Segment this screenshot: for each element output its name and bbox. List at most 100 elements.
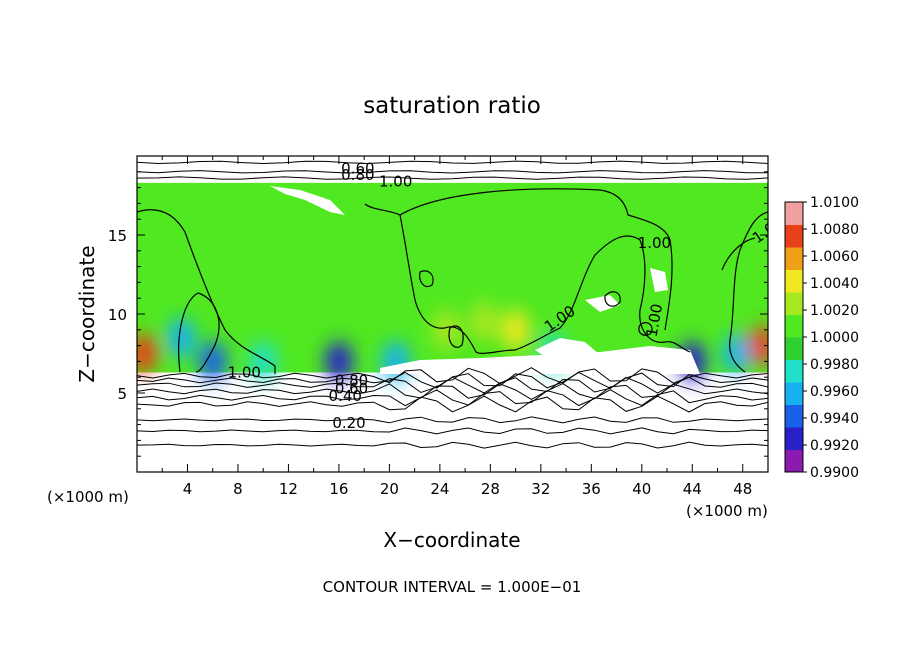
y-tick-label: 5 [117, 385, 127, 403]
colorbar-tick-label: 0.9980 [810, 357, 859, 373]
colorbar-segment [785, 337, 803, 360]
field-feature [324, 341, 353, 382]
contour-small [604, 291, 621, 307]
unsaturated-patches [270, 186, 700, 374]
y-axis-ticks: 5 10 15 [108, 171, 768, 457]
x-tick-label: 40 [632, 480, 651, 498]
contour-1.00-right [729, 211, 768, 373]
y-tick-label: 10 [108, 306, 127, 324]
x-unit-label-right: (×1000 m) [686, 502, 768, 520]
x-tick-label: 16 [329, 480, 348, 498]
colorbar-segment [785, 427, 803, 450]
plot-area: 0.600.80 1.001.001.001.00 1.001.000.800.60… [137, 156, 768, 472]
colorbar-segment [785, 449, 803, 473]
contour-small [638, 322, 653, 336]
contour-line-lower [137, 395, 768, 413]
field-feature [747, 325, 768, 366]
colorbar-tick-label: 0.9900 [810, 465, 859, 481]
contour-label: 0.40 [329, 387, 362, 405]
contour-line-lower [137, 427, 768, 435]
colorbar-tick-label: 0.9960 [810, 384, 859, 400]
colorbar-tick-label: 1.0000 [810, 330, 859, 346]
contour-1.00-inner [178, 292, 220, 373]
contour-interval-note: CONTOUR INTERVAL = 1.000E−01 [323, 578, 582, 596]
white-patch [585, 295, 620, 312]
colorbar-tick-label: 1.0080 [810, 222, 859, 238]
field-feature [249, 341, 278, 382]
x-tick-label: 28 [481, 480, 500, 498]
field-feature [722, 333, 751, 374]
contour-label: 1.00 [228, 363, 261, 381]
contour-lines [137, 188, 768, 374]
white-patch [650, 268, 668, 292]
contour-label: 0.20 [332, 414, 365, 432]
colorbar-segment [785, 247, 803, 270]
colorbar-segment [785, 382, 803, 405]
colorbar-tick-label: 1.0060 [810, 249, 859, 265]
contour-small [419, 270, 434, 288]
contour-line-lower [137, 376, 768, 394]
contour-label: 0.80 [335, 371, 368, 389]
colorbar-segment [785, 359, 803, 383]
x-tick-label: 24 [430, 480, 449, 498]
white-patch [380, 346, 700, 374]
field-feature [470, 301, 499, 342]
colorbar-tick-label: 1.0020 [810, 303, 859, 319]
contour-1.00-main [364, 203, 691, 354]
contour-line-lower [137, 383, 768, 400]
contour-label: 0.60 [341, 160, 374, 178]
contour-label: 0.80 [341, 166, 374, 184]
x-tick-label: 4 [183, 480, 193, 498]
x-tick-label: 48 [733, 480, 752, 498]
colorbar-tick-label: 0.9920 [810, 438, 859, 454]
upper-contour-lines [137, 160, 768, 180]
colorbar-segment [785, 224, 803, 248]
colorbar: 1.0100 1.0080 1.0060 1.0040 1.0020 1.0000 0.99… [784, 195, 859, 481]
field-feature [432, 309, 461, 350]
field-feature [501, 309, 530, 350]
contour-label: 1.00 [638, 234, 671, 252]
contour-small [448, 325, 464, 348]
contour-label: 1.00 [379, 172, 412, 190]
contour-1.00-top [399, 188, 673, 331]
field-feature [198, 341, 227, 382]
contour-line-lower [137, 367, 768, 385]
contour-1.00-right-inner [721, 237, 756, 271]
chart-title: saturation ratio [363, 93, 541, 119]
x-tick-label: 8 [233, 480, 243, 498]
x-axis-ticks: 4 8 12 16 20 24 28 32 36 40 44 48 [161, 156, 752, 498]
contour-label: 0.60 [335, 379, 368, 397]
field-feature [167, 317, 196, 358]
colorbar-tick-label: 0.9940 [810, 411, 859, 427]
field-feature [381, 341, 410, 382]
field-feature [137, 333, 158, 374]
x-tick-label: 36 [582, 480, 601, 498]
contour-line-upper [137, 160, 768, 165]
colorbar-segment [785, 404, 803, 428]
colorbar-tick-label: 1.0040 [810, 276, 859, 292]
contour-line-lower [137, 389, 768, 407]
colorbar-segment [785, 292, 803, 315]
x-tick-label: 32 [531, 480, 550, 498]
lower-contour-lines [137, 367, 768, 449]
contour-line-lower [137, 416, 768, 424]
x-tick-label: 20 [380, 480, 399, 498]
contour-1.00-left [137, 209, 276, 374]
white-patch [270, 186, 345, 215]
contour-line-lower [137, 441, 768, 449]
contour-label: 1.00 [643, 302, 667, 338]
x-tick-label: 44 [683, 480, 702, 498]
x-unit-label-left: (×1000 m) [47, 488, 129, 506]
y-tick-label: 15 [108, 227, 127, 245]
contour-labels: 0.600.80 1.001.001.001.00 1.001.000.800.60… [228, 160, 768, 432]
contour-line-upper [137, 176, 768, 180]
colorbar-segment [785, 314, 803, 338]
colorbar-segment [785, 269, 803, 293]
y-axis-label: Z−coordinate [75, 245, 99, 382]
colorbar-segment [785, 202, 803, 225]
colorbar-tick-label: 1.0100 [810, 195, 859, 211]
contour-line-upper [137, 170, 768, 174]
x-tick-label: 12 [279, 480, 298, 498]
x-axis-label: X−coordinate [383, 528, 520, 552]
